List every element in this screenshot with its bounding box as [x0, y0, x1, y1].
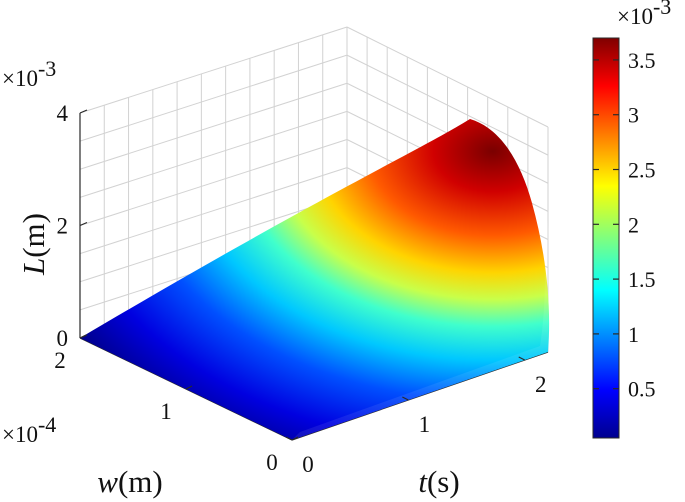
t-tick-mark	[518, 356, 525, 361]
w-tick-mark	[79, 334, 87, 339]
w-tick-mark	[291, 436, 299, 441]
t-tick-label: 1	[419, 412, 431, 437]
grid-line-back-wall-horizontal	[79, 82, 348, 170]
L-axis-multiplier: ×10-3	[2, 56, 56, 91]
colorbar	[592, 37, 620, 439]
t-tick-label: 2	[535, 372, 547, 397]
surface-edge-shade	[292, 170, 552, 440]
t-tick-label: 0	[302, 452, 314, 477]
w-axis-multiplier: ×10-4	[2, 412, 56, 447]
grid-line-back-wall-horizontal	[79, 26, 348, 114]
colorbar-tick-label: 1.5	[628, 267, 656, 292]
L-tick-label: 2	[57, 214, 69, 239]
colorbar-tick-label: 2.5	[628, 158, 656, 183]
colorbar-tick-label: 2	[628, 212, 639, 237]
w-axis-label: w(m)	[97, 464, 162, 499]
t-tick-mark	[285, 436, 293, 441]
colorbar-tick-label: 3	[628, 103, 639, 128]
surface-mesh	[80, 119, 550, 440]
w-tick-label: 1	[160, 399, 172, 424]
grid-line-back-wall-horizontal	[79, 139, 348, 226]
t-tick-mark	[402, 396, 409, 401]
L-tick-label: 0	[57, 326, 69, 351]
colorbar-tick-label: 0.5	[628, 377, 656, 402]
grid-line-side-wall-horizontal	[346, 54, 549, 156]
w-tick-label: 2	[54, 348, 66, 373]
grid-line-back-wall-horizontal	[79, 167, 348, 255]
w-tick-label: 0	[266, 450, 278, 475]
grid-line-back-wall-horizontal	[79, 54, 348, 142]
grid-line-back-wall-horizontal	[79, 110, 348, 198]
colorbar-multiplier: ×10-3	[617, 0, 671, 29]
grid-line-side-wall-horizontal	[346, 26, 549, 128]
t-axis-label: t(s)	[418, 464, 459, 499]
colorbar-tick-label: 3.5	[628, 48, 656, 73]
L-tick-mark	[79, 221, 88, 227]
L-axis-label: L(m)	[16, 213, 51, 276]
grid-line-back-wall-horizontal	[79, 195, 348, 283]
w-tick-mark	[185, 385, 193, 390]
L-tick-mark	[79, 109, 88, 114]
colorbar-tick-label: 1	[628, 322, 639, 347]
L-tick-label: 4	[57, 101, 69, 126]
